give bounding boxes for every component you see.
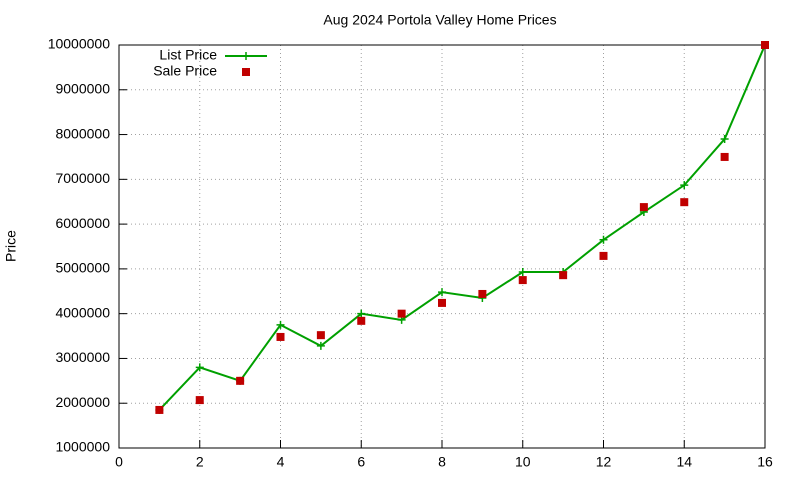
x-tick-label: 8 — [438, 454, 446, 470]
y-tick-label: 8000000 — [55, 125, 110, 141]
x-tick-label: 4 — [277, 454, 285, 470]
legend-marker — [242, 52, 250, 60]
point — [639, 203, 648, 212]
point — [518, 268, 527, 277]
x-tick-label: 16 — [757, 454, 773, 470]
point — [316, 341, 325, 350]
x-tick-label: 10 — [515, 454, 531, 470]
x-tick-label: 12 — [596, 454, 612, 470]
x-tick-label: 2 — [196, 454, 204, 470]
point — [236, 376, 245, 385]
point — [357, 316, 366, 325]
plot-border — [118, 44, 766, 449]
y-tick-label: 7000000 — [55, 170, 110, 186]
y-tick-label: 5000000 — [55, 260, 110, 276]
point — [680, 181, 689, 190]
point — [276, 320, 285, 329]
y-tick-label: 4000000 — [55, 304, 110, 320]
series-line — [158, 44, 766, 411]
point — [720, 135, 729, 144]
point — [680, 198, 689, 207]
point — [478, 289, 487, 298]
point — [720, 152, 729, 161]
point — [599, 235, 608, 244]
y-tick-label: 6000000 — [55, 215, 110, 231]
point — [438, 288, 446, 297]
y-tick-label: 9000000 — [55, 80, 110, 96]
point — [761, 41, 769, 49]
y-axis-label: Price — [3, 230, 19, 262]
y-tick-label: 1000000 — [55, 439, 110, 455]
point — [397, 309, 406, 318]
point — [518, 276, 527, 285]
y-tick-label: 10000000 — [48, 36, 111, 52]
point — [195, 363, 204, 372]
point — [195, 396, 204, 405]
legend-label: List Price — [159, 47, 217, 63]
point — [155, 405, 164, 414]
legend-marker — [242, 68, 250, 76]
x-tick-label: 0 — [115, 454, 123, 470]
x-tick-label: 6 — [357, 454, 365, 470]
legend-label: Sale Price — [153, 63, 217, 79]
point — [357, 309, 366, 318]
point — [559, 271, 568, 280]
chart-title: Aug 2024 Portola Valley Home Prices — [323, 12, 556, 28]
point — [316, 331, 325, 340]
y-tick-label: 2000000 — [55, 394, 110, 410]
point — [438, 298, 446, 307]
point — [599, 251, 608, 260]
x-tick-label: 14 — [676, 454, 692, 470]
point — [276, 332, 285, 341]
y-tick-label: 3000000 — [55, 349, 110, 365]
